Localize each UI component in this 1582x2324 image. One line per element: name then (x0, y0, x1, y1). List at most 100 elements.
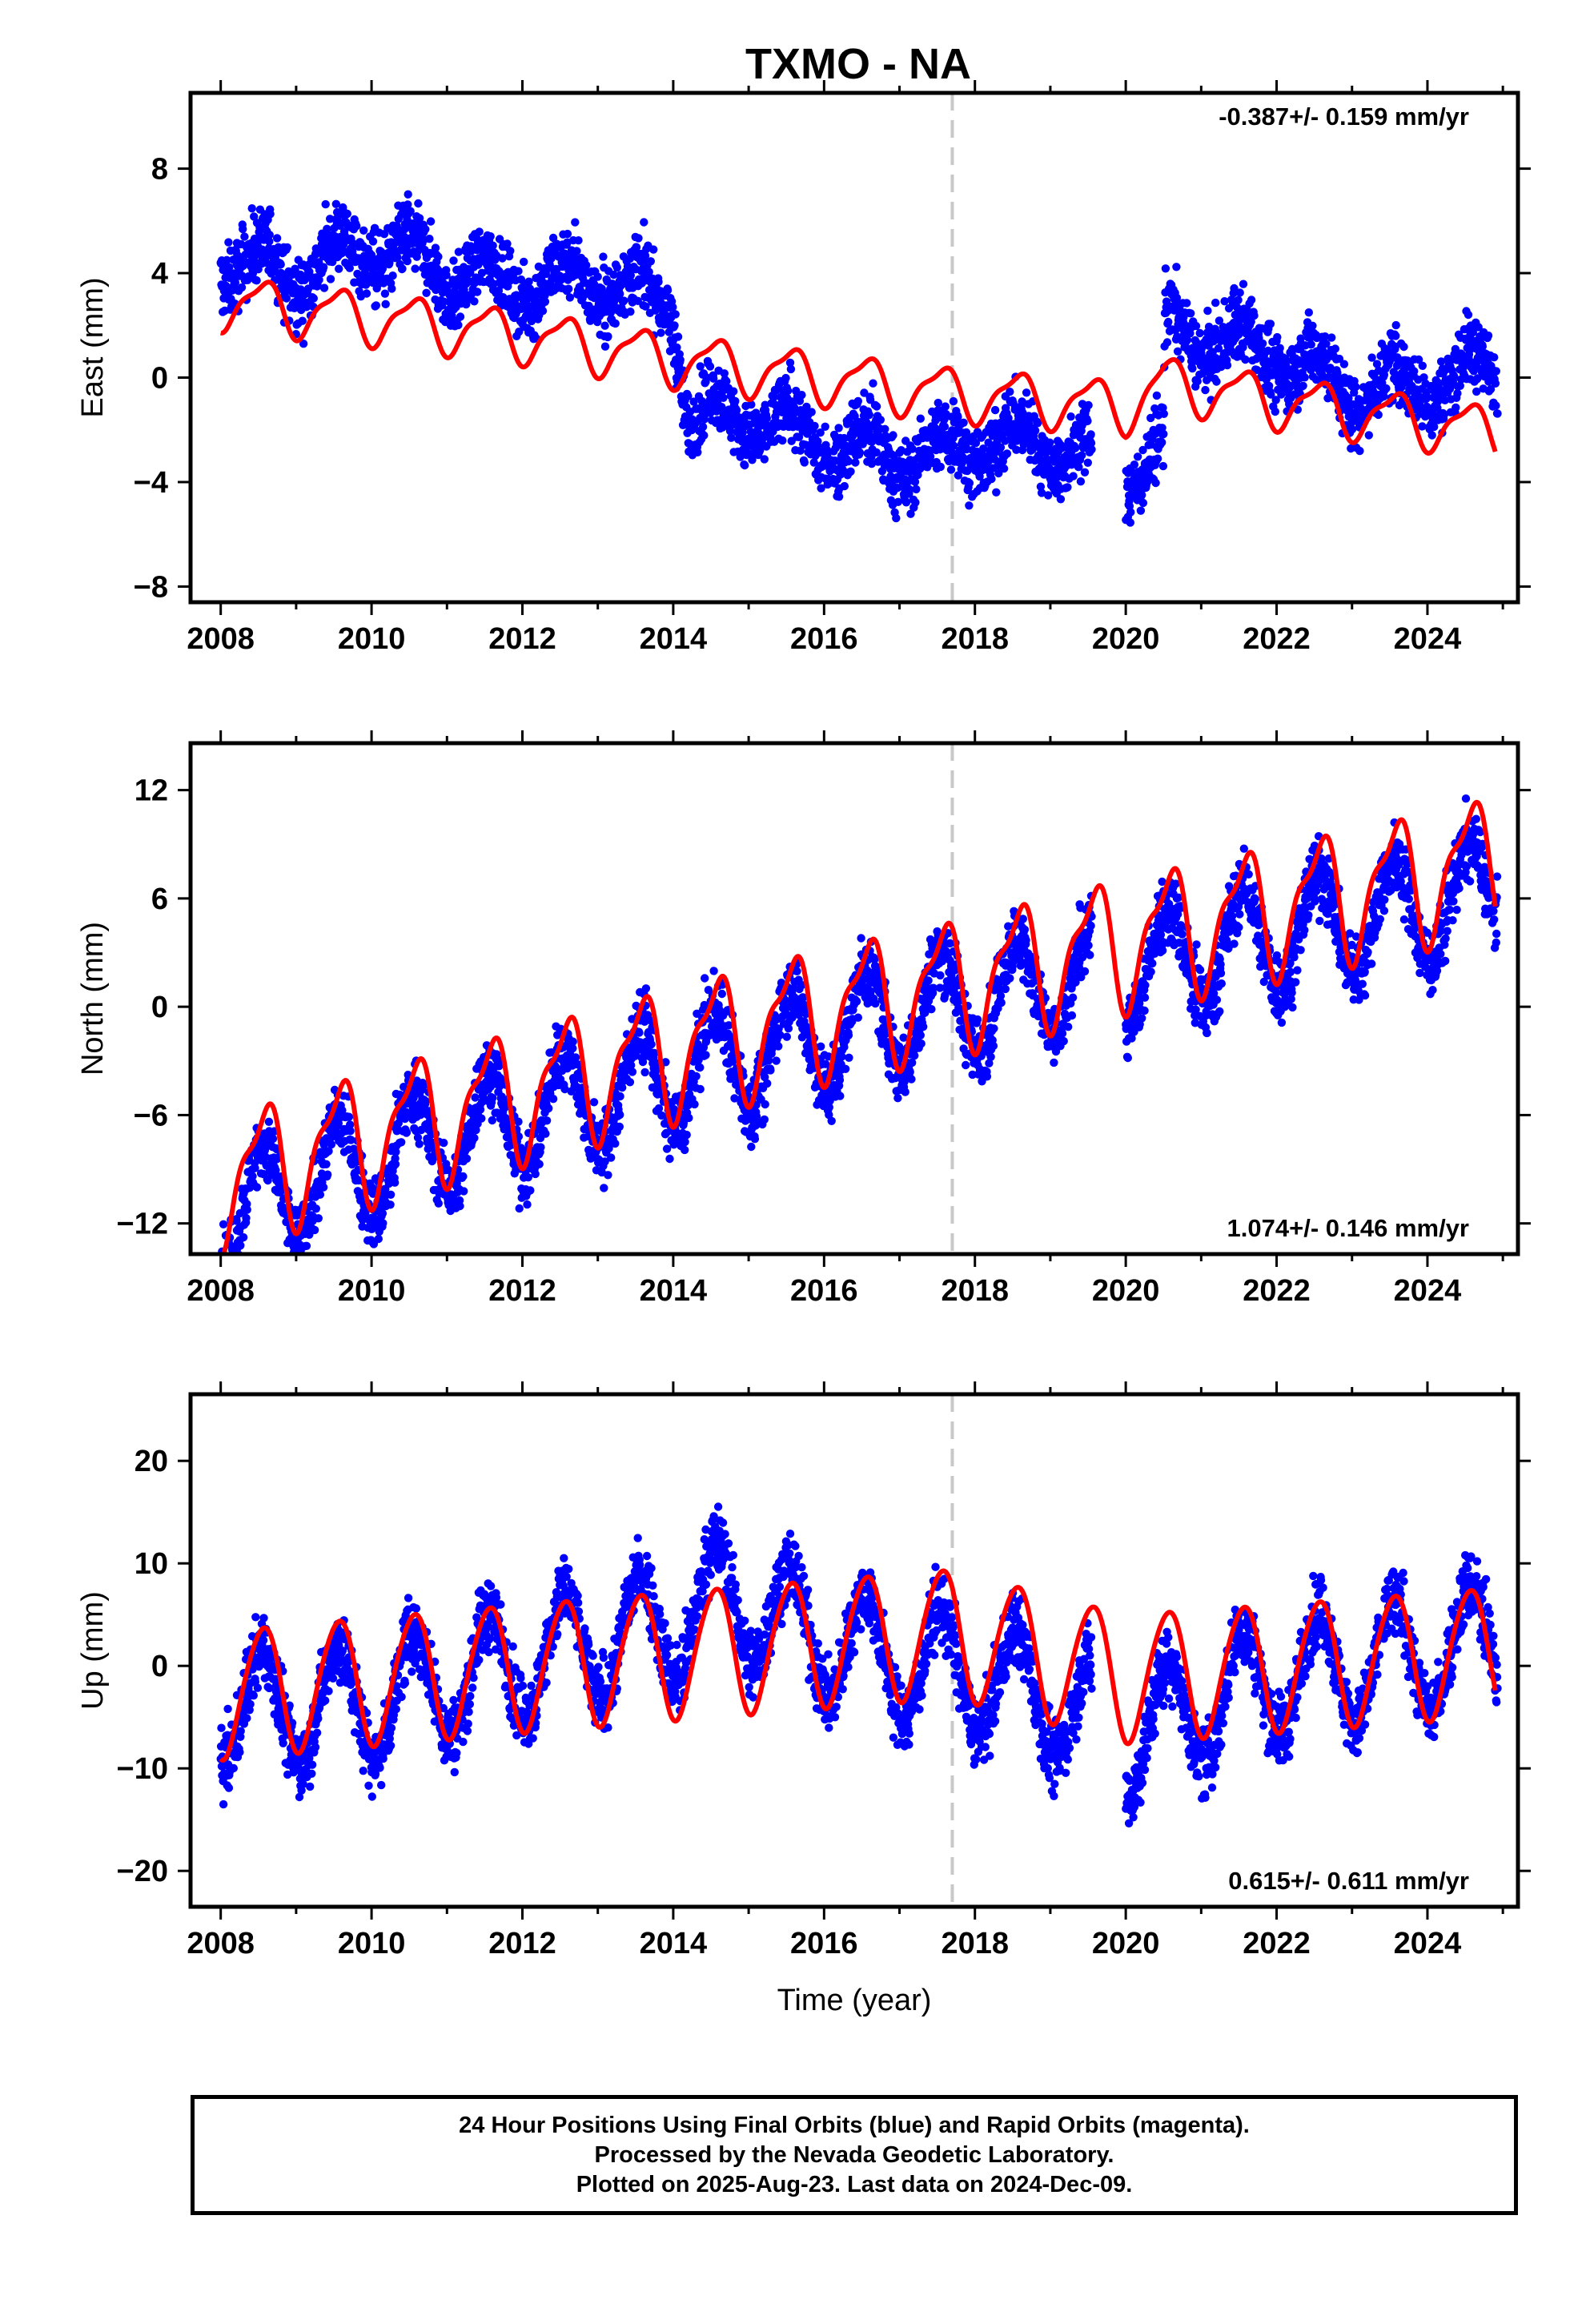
observation-points (216, 190, 1502, 527)
data-point (1036, 482, 1046, 491)
data-point (994, 468, 1003, 478)
data-point (252, 276, 261, 285)
data-point (905, 485, 914, 494)
data-point (391, 1160, 400, 1169)
data-point (523, 1200, 532, 1209)
data-point (1069, 472, 1078, 480)
data-point (1033, 419, 1042, 428)
data-point (345, 263, 354, 272)
data-point (247, 204, 256, 213)
x-tick-label: 2020 (1092, 622, 1160, 656)
data-point (1212, 377, 1221, 386)
data-point (414, 199, 423, 208)
data-point (403, 256, 412, 266)
data-point (1086, 439, 1096, 448)
data-point (548, 233, 558, 243)
data-point (1186, 309, 1195, 318)
data-point (298, 316, 307, 325)
data-point (1464, 310, 1473, 320)
data-point (663, 286, 673, 295)
data-point (568, 1037, 577, 1046)
data-point (1266, 320, 1275, 328)
data-point (488, 1093, 497, 1103)
data-point (250, 212, 259, 221)
data-point (611, 319, 620, 328)
data-point (571, 218, 580, 227)
data-point (1138, 498, 1148, 508)
data-point (1173, 347, 1182, 356)
data-point (515, 1204, 524, 1213)
data-point (681, 1145, 689, 1155)
data-point (1326, 364, 1335, 372)
data-point (725, 1021, 733, 1030)
data-point (769, 392, 778, 401)
data-point (752, 408, 761, 417)
data-point (1478, 342, 1488, 351)
data-point (1335, 354, 1344, 364)
data-point (421, 1096, 430, 1106)
data-point (962, 428, 971, 437)
data-point (531, 1169, 540, 1179)
data-point (872, 402, 881, 411)
data-point (335, 264, 343, 273)
data-point (1044, 491, 1053, 500)
data-point (388, 271, 397, 280)
data-point (421, 225, 430, 234)
data-point (1158, 461, 1168, 471)
data-point (844, 456, 853, 466)
data-point (911, 498, 920, 507)
data-point (1439, 410, 1449, 419)
data-point (649, 245, 658, 254)
data-point (731, 396, 740, 406)
data-point (662, 1144, 672, 1153)
data-point (1191, 321, 1201, 331)
data-point (1271, 396, 1280, 404)
data-point (582, 261, 591, 270)
data-point (662, 1128, 671, 1138)
data-point (1304, 308, 1314, 317)
data-point (646, 257, 655, 266)
data-point (544, 1104, 553, 1113)
data-point (223, 255, 231, 264)
data-point (224, 238, 233, 247)
data-point (604, 1171, 612, 1180)
data-point (696, 362, 705, 371)
data-point (682, 1130, 691, 1140)
data-point (783, 386, 793, 396)
data-point (772, 1056, 781, 1065)
x-tick-label: 2014 (640, 622, 708, 656)
data-point (1086, 430, 1095, 439)
data-point (869, 379, 877, 388)
data-point (1215, 316, 1224, 325)
data-point (656, 328, 665, 337)
x-tick-label: 2008 (187, 622, 255, 656)
data-point (1018, 397, 1026, 406)
data-point (541, 1129, 550, 1138)
data-point (616, 1092, 624, 1101)
data-point (574, 236, 583, 245)
data-point (560, 1084, 569, 1094)
data-point (816, 428, 825, 437)
data-point (1159, 429, 1168, 439)
data-point (1006, 388, 1014, 396)
data-point (1078, 451, 1086, 460)
data-point (987, 474, 996, 484)
data-point (411, 264, 420, 273)
data-point (380, 289, 390, 298)
data-point (693, 448, 702, 456)
data-point (992, 488, 1001, 497)
data-point (625, 254, 635, 263)
data-point (309, 294, 318, 303)
data-point (940, 422, 950, 431)
data-point (323, 1170, 332, 1179)
data-point (1418, 422, 1427, 431)
data-point (1239, 279, 1248, 288)
data-point (1076, 477, 1086, 486)
data-point (454, 320, 463, 330)
data-point (782, 1032, 791, 1041)
data-point (299, 340, 308, 348)
data-point (387, 284, 396, 293)
data-point (346, 1127, 355, 1136)
data-point (514, 1117, 523, 1126)
data-point (1203, 306, 1212, 316)
